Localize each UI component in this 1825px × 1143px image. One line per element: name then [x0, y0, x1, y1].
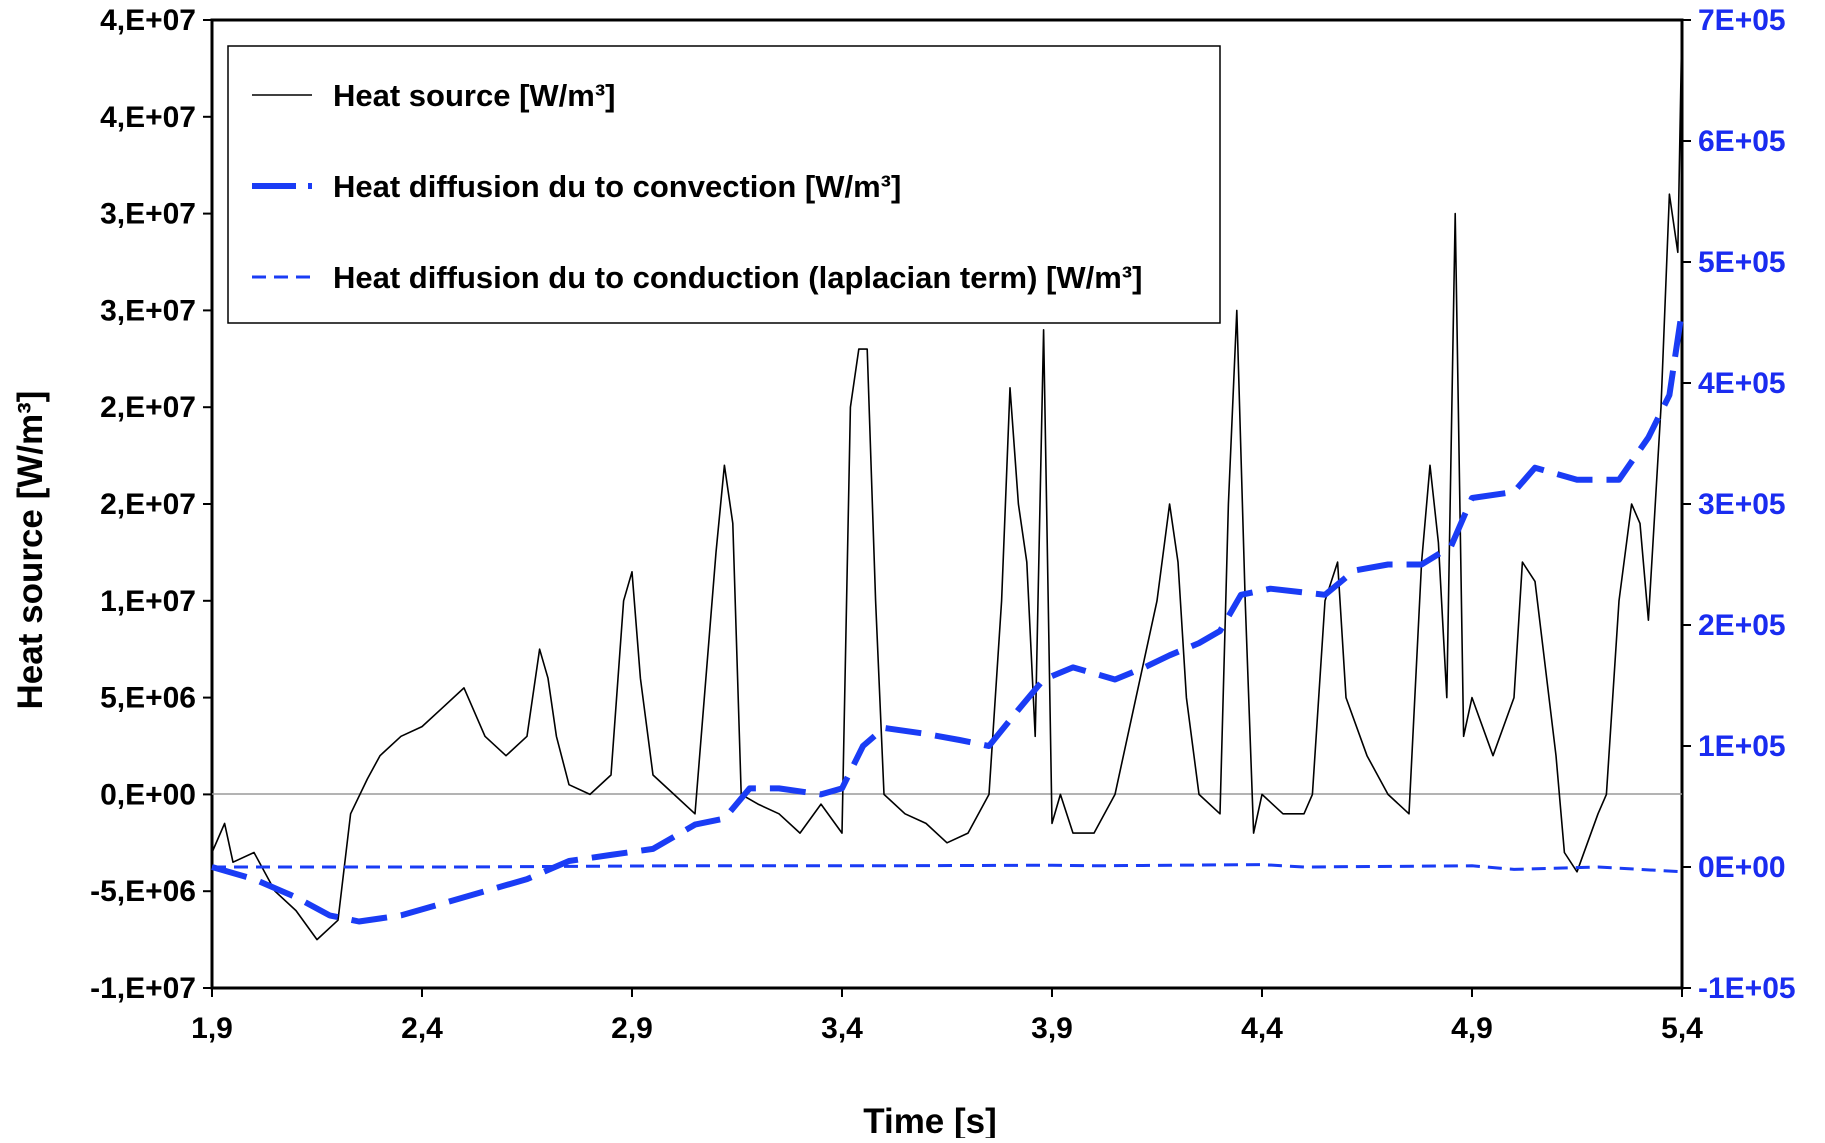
y-tick-label: 4,E+07 [100, 4, 196, 37]
series-layer [211, 19, 1685, 941]
y-tick-label: 2,E+07 [100, 488, 196, 521]
y-tick-label: 4,E+07 [100, 101, 196, 134]
x-tick-label: 1,9 [191, 1012, 233, 1045]
y2-tick-label: 5E+05 [1698, 246, 1786, 279]
y-tick-label: 3,E+07 [100, 294, 196, 327]
x-tick-label: 3,4 [821, 1012, 863, 1045]
y-tick-label: 2,E+07 [100, 391, 196, 424]
legend-label-conduction: Heat diffusion du to conduction (laplaci… [333, 260, 1142, 295]
y2-tick-label: -1E+05 [1698, 972, 1796, 1005]
y2-tick-label: 3E+05 [1698, 488, 1786, 521]
legend-label-heat-source: Heat source [W/m³] [333, 78, 615, 113]
y2-tick-label: 1E+05 [1698, 730, 1786, 763]
x-tick-label: 3,9 [1031, 1012, 1073, 1045]
x-tick-label: 4,9 [1451, 1012, 1493, 1045]
legend-label-convection: Heat diffusion du to convection [W/m³] [333, 169, 901, 204]
y-tick-label: -5,E+06 [90, 875, 196, 908]
y-tick-label: 0,E+00 [100, 778, 196, 811]
y2-tick-label: 2E+05 [1698, 609, 1786, 642]
series-heat-source [211, 19, 1683, 941]
legend: Heat source [W/m³] Heat diffusion du to … [227, 45, 1221, 324]
y-tick-label: 5,E+06 [100, 682, 196, 715]
y2-tick-label: 6E+05 [1698, 125, 1786, 158]
y-tick-label: 1,E+07 [100, 585, 196, 618]
ticks-layer: 4,E+07 4,E+07 3,E+07 3,E+07 2,E+07 2,E+07 1,E+… [90, 4, 1796, 1045]
y-axis-title: Heat source [W/m³] [11, 391, 50, 710]
series-convection [211, 309, 1685, 925]
legend-box [227, 45, 1221, 324]
x-tick-label: 5,4 [1661, 1012, 1703, 1045]
y-tick-label: 3,E+07 [100, 198, 196, 231]
x-tick-label: 2,4 [401, 1012, 443, 1045]
y2-tick-label: 7E+05 [1698, 4, 1786, 37]
x-axis-title: Time [s] [863, 1102, 997, 1138]
x-tick-label: 4,4 [1241, 1012, 1283, 1045]
y2-tick-label: 0E+00 [1698, 851, 1786, 884]
x-tick-label: 2,9 [611, 1012, 653, 1045]
series-conduction [212, 863, 1683, 874]
y2-tick-label: 4E+05 [1698, 367, 1786, 400]
y-tick-label: -1,E+07 [90, 972, 196, 1005]
